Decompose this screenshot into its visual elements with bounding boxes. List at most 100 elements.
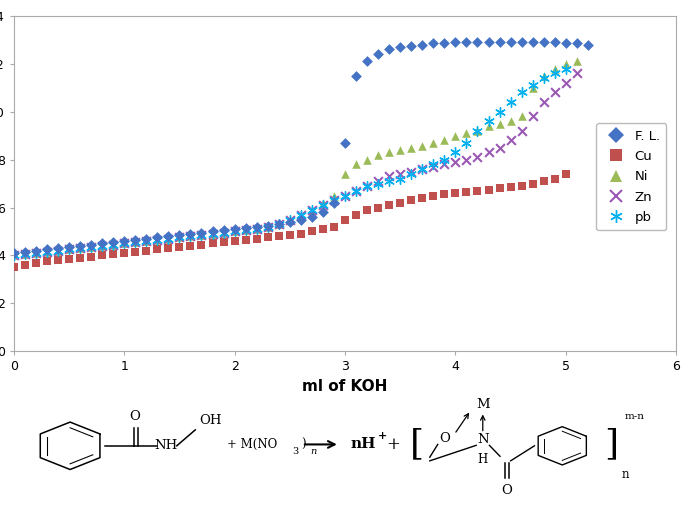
Point xyxy=(317,201,328,209)
Point xyxy=(560,79,571,87)
Point xyxy=(108,240,119,249)
Point xyxy=(351,187,362,195)
Point xyxy=(63,245,75,253)
Point xyxy=(527,81,538,90)
Point xyxy=(108,250,119,258)
Point xyxy=(30,249,41,257)
Point xyxy=(163,244,174,252)
Point xyxy=(373,151,384,159)
Point xyxy=(86,243,97,251)
Point xyxy=(75,253,86,262)
X-axis label: ml of KOH: ml of KOH xyxy=(302,379,388,394)
Point xyxy=(417,142,428,151)
Point xyxy=(362,182,373,190)
Point xyxy=(19,250,30,258)
Point xyxy=(30,249,41,257)
Point xyxy=(516,89,527,97)
Point xyxy=(549,64,560,73)
Point xyxy=(229,237,240,245)
Point xyxy=(196,240,207,249)
Point xyxy=(417,41,428,49)
Point xyxy=(218,238,229,247)
Text: [: [ xyxy=(409,427,424,462)
Point xyxy=(428,39,439,47)
Point xyxy=(328,199,339,207)
Point xyxy=(571,69,582,77)
Point xyxy=(174,233,185,242)
Point xyxy=(362,155,373,164)
Point xyxy=(141,237,152,245)
Point xyxy=(52,244,63,252)
Point xyxy=(516,38,527,46)
Point xyxy=(119,239,130,248)
Text: + M(NO: + M(NO xyxy=(227,438,277,451)
Point xyxy=(207,230,218,238)
Point xyxy=(163,235,174,243)
Point xyxy=(8,251,19,260)
Point xyxy=(174,233,185,242)
Point xyxy=(108,238,119,247)
Point xyxy=(494,108,505,116)
Point xyxy=(141,237,152,245)
Point xyxy=(75,244,86,252)
Point xyxy=(41,245,52,253)
Point xyxy=(75,244,86,252)
Point xyxy=(30,258,41,267)
Point xyxy=(119,239,130,248)
Point xyxy=(317,225,328,233)
Point xyxy=(207,230,218,238)
Point xyxy=(295,230,306,238)
Point xyxy=(240,223,251,232)
Point xyxy=(41,248,52,256)
Point xyxy=(185,232,196,240)
Point xyxy=(516,112,527,121)
Point xyxy=(262,222,273,231)
Point xyxy=(328,196,339,204)
Point xyxy=(472,153,483,161)
Text: 3: 3 xyxy=(292,447,298,456)
Point xyxy=(86,243,97,251)
Point xyxy=(218,229,229,237)
Point xyxy=(86,243,97,251)
Point xyxy=(8,251,19,260)
Point xyxy=(560,60,571,68)
Point xyxy=(163,235,174,243)
Point xyxy=(273,220,284,229)
Point xyxy=(97,242,108,250)
Point xyxy=(152,245,163,253)
Point xyxy=(8,263,19,271)
Point xyxy=(295,210,306,219)
Point xyxy=(163,232,174,240)
Point xyxy=(218,229,229,237)
Point xyxy=(373,179,384,188)
Point xyxy=(108,240,119,249)
Point xyxy=(130,238,141,247)
Point xyxy=(130,238,141,247)
Point xyxy=(63,245,75,253)
Point xyxy=(417,165,428,173)
Point xyxy=(461,139,472,147)
Point xyxy=(483,122,494,130)
Point xyxy=(538,74,549,82)
Point xyxy=(240,226,251,235)
Point xyxy=(30,247,41,255)
Point xyxy=(527,83,538,92)
Point xyxy=(483,186,494,194)
Point xyxy=(439,190,450,199)
Point xyxy=(461,188,472,196)
Point xyxy=(373,203,384,212)
Point xyxy=(218,226,229,235)
Point xyxy=(406,143,417,152)
Point xyxy=(339,139,351,147)
Point xyxy=(251,222,262,231)
Point xyxy=(538,98,549,106)
Point xyxy=(141,237,152,245)
Text: n: n xyxy=(310,447,317,456)
Point xyxy=(339,191,351,200)
Point xyxy=(439,39,450,47)
Point xyxy=(8,249,19,257)
Point xyxy=(417,165,428,173)
Point xyxy=(207,227,218,236)
Point xyxy=(494,184,505,192)
Point xyxy=(339,216,351,224)
